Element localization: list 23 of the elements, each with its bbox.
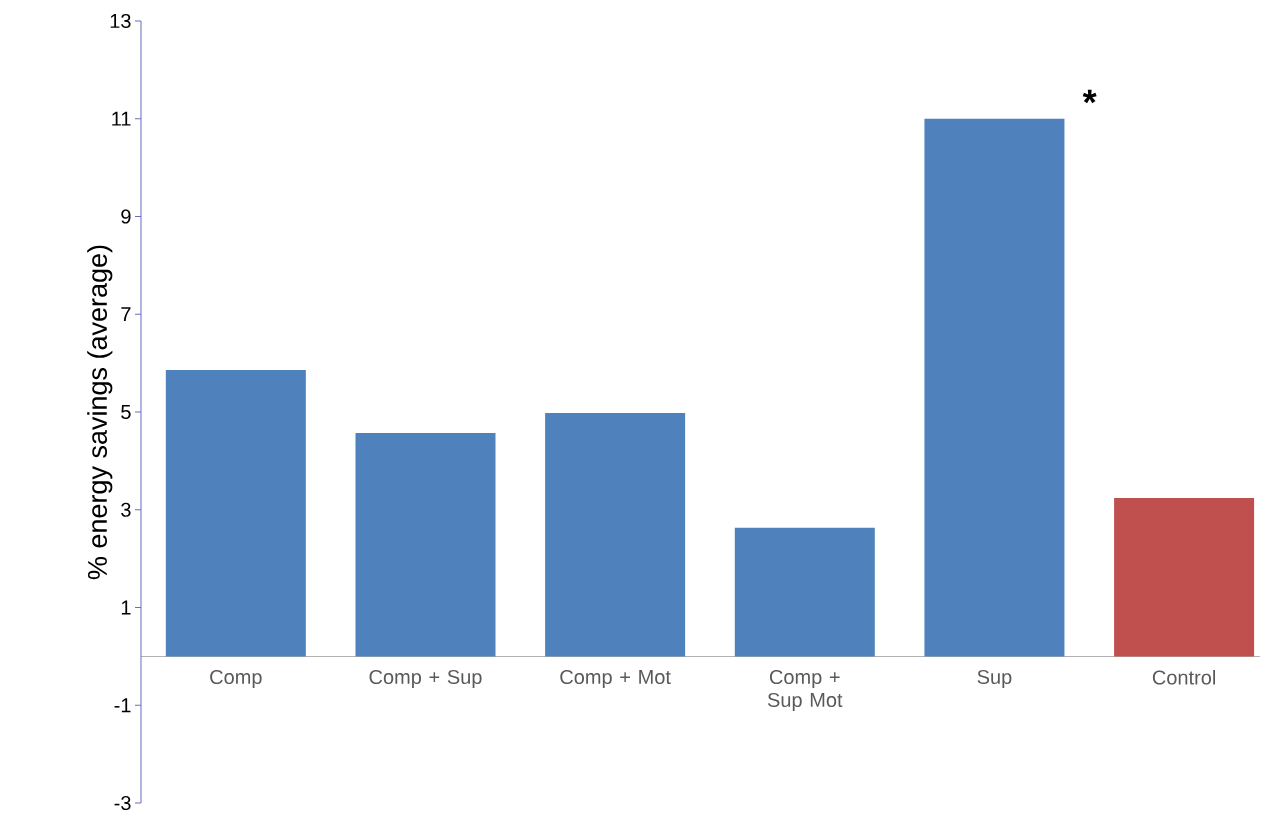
x-tick-label: Comp + Sup Mot (767, 669, 843, 712)
y-tick-label: 11 (112, 111, 131, 126)
x-tick-label: Comp (210, 669, 262, 689)
x-tick-label: Comp + Mot (560, 669, 671, 689)
y-tick-label: 1 (121, 600, 131, 615)
bar (545, 412, 686, 657)
bar (734, 527, 875, 657)
x-tick-label: Sup (977, 669, 1012, 689)
annotation: * (1082, 89, 1097, 104)
y-tick-label: 7 (121, 307, 131, 322)
y-tick-label: -1 (114, 698, 131, 713)
bar (924, 118, 1065, 657)
bar (165, 369, 306, 657)
y-tick-label: 3 (121, 502, 131, 517)
y-tick-label: 5 (121, 405, 131, 419)
y-tick-label: 13 (110, 13, 131, 29)
x-tick-label: Control (1152, 669, 1215, 685)
y-tick-label: -3 (114, 795, 131, 811)
y-axis-title: % energy savings (average) (87, 245, 113, 580)
bar (355, 433, 496, 657)
x-tick-label: Comp + Sup (369, 669, 482, 689)
y-tick-label: 9 (121, 209, 131, 224)
bar (1114, 498, 1255, 657)
